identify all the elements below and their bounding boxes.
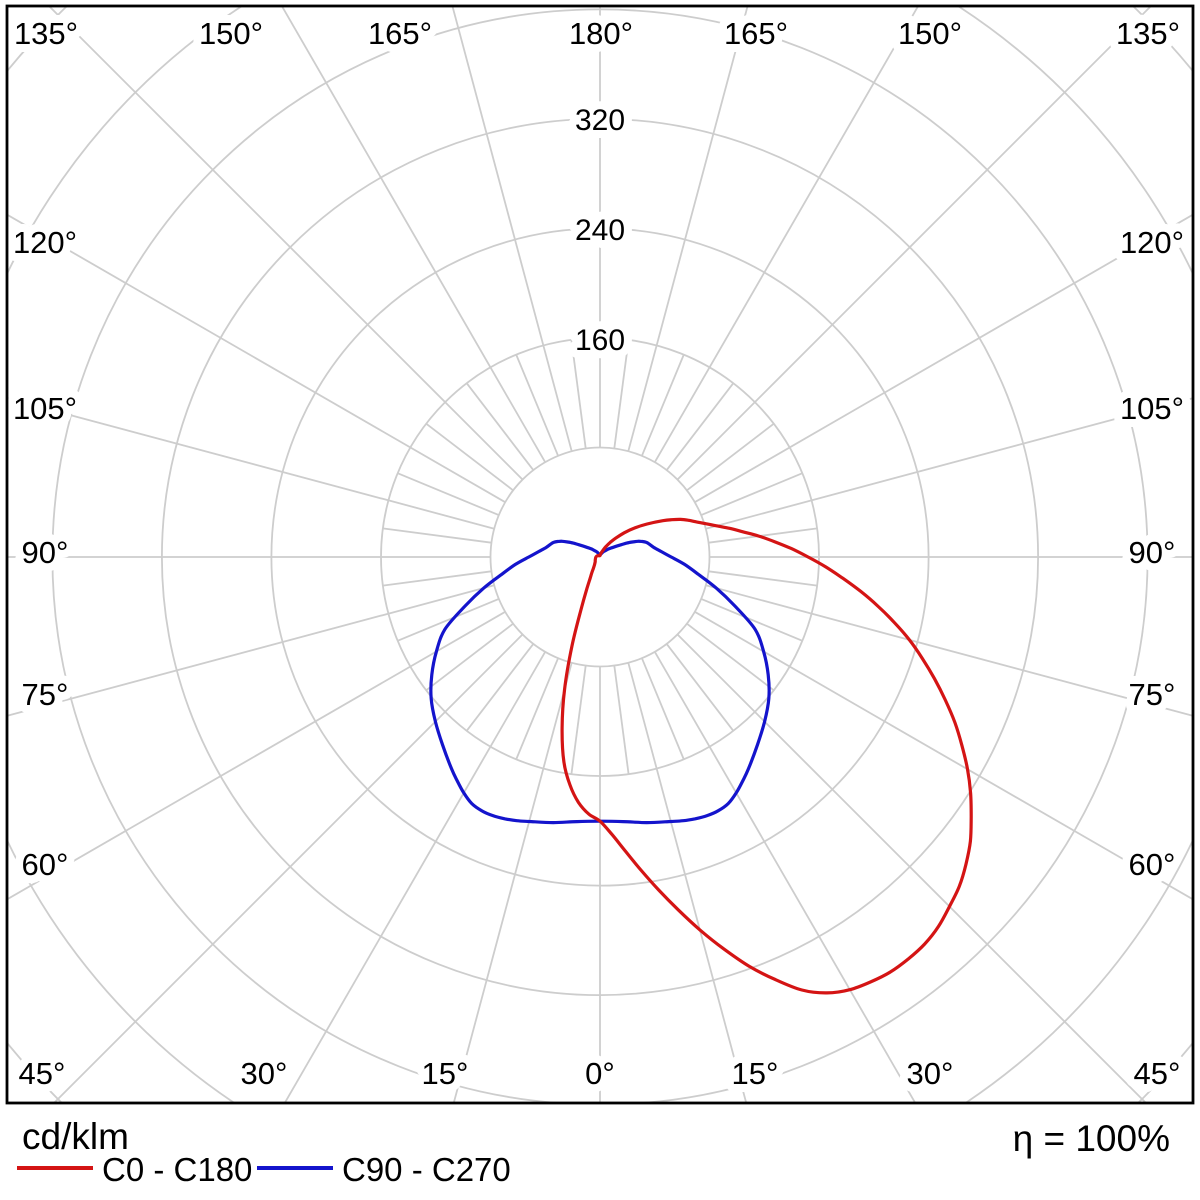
- grid-half-spoke: [465, 643, 535, 732]
- grid-half-spoke: [425, 422, 514, 492]
- angle-label: 165°: [724, 16, 788, 51]
- grid-spoke: [48, 7, 524, 481]
- angle-label: 30°: [241, 1056, 288, 1091]
- efficiency-label: η = 100%: [1013, 1118, 1170, 1159]
- angle-label: 105°: [1120, 391, 1184, 426]
- grid-spoke: [705, 397, 1192, 530]
- grid-half-spoke: [382, 527, 492, 544]
- angle-label: 120°: [13, 225, 77, 260]
- grid-half-spoke: [425, 622, 514, 692]
- grid-labels: 45° 30° 15° 0° 15° 30° 45° 135° 150° 165° 180° 165°…: [5, 8, 1192, 1099]
- unit-label: cd/klm: [22, 1116, 129, 1157]
- plot-border: [5, 4, 1195, 1105]
- angle-label: 135°: [1116, 16, 1180, 51]
- grid-spoke: [453, 662, 573, 1102]
- grid-half-spoke: [613, 665, 630, 775]
- angle-label: 60°: [1129, 847, 1176, 882]
- angle-label: 15°: [732, 1056, 779, 1091]
- angle-label: 150°: [898, 16, 962, 51]
- legend-label-c90-c270: C90 - C270: [342, 1151, 511, 1188]
- angle-label: 120°: [1120, 225, 1184, 260]
- grid-spoke: [654, 7, 919, 463]
- grid-half-spoke: [708, 527, 818, 544]
- grid-half-spoke: [397, 598, 500, 642]
- grid-spoke: [8, 611, 506, 900]
- grid-half-spoke: [665, 643, 735, 732]
- grid-half-spoke: [515, 354, 559, 457]
- angle-label: 30°: [907, 1056, 954, 1091]
- grid-half-spoke: [700, 598, 803, 642]
- angle-label: 90°: [1129, 535, 1176, 570]
- angle-label: 0°: [585, 1056, 615, 1091]
- grid-half-spoke: [708, 570, 818, 587]
- grid-half-spoke: [700, 472, 803, 516]
- angle-label: 45°: [1134, 1056, 1181, 1091]
- grid-spoke: [281, 7, 546, 463]
- grid-half-spoke: [686, 422, 775, 492]
- grid-spoke: [284, 651, 546, 1102]
- grid-spoke: [705, 584, 1192, 717]
- angle-label: 15°: [422, 1056, 469, 1091]
- angle-label: 75°: [22, 677, 69, 712]
- grid-half-spoke: [515, 657, 559, 760]
- ring-value-label: 320: [575, 104, 625, 137]
- grid-half-spoke: [686, 622, 775, 692]
- ring-value-label: 240: [575, 214, 625, 247]
- grid-spoke: [8, 214, 506, 503]
- angle-label: 165°: [368, 16, 432, 51]
- grid-half-spoke: [397, 472, 500, 516]
- curve-c0-c180: [560, 517, 973, 995]
- grid-half-spoke: [570, 665, 587, 775]
- grid-spoke: [8, 584, 495, 717]
- grid-half-spoke: [613, 339, 630, 449]
- grid-spoke: [676, 7, 1152, 481]
- angle-label: 75°: [1129, 677, 1176, 712]
- grid-half-spoke: [641, 657, 685, 760]
- grid-spoke: [654, 651, 916, 1102]
- grid-spoke: [8, 397, 495, 530]
- grid-half-spoke: [382, 570, 492, 587]
- grid-half-spoke: [641, 354, 685, 457]
- grid-spoke: [451, 7, 573, 452]
- angle-label: 150°: [199, 16, 263, 51]
- grid-half-spoke: [570, 339, 587, 449]
- angle-label: 105°: [13, 391, 77, 426]
- angle-label: 180°: [569, 16, 633, 51]
- angle-label: 90°: [22, 535, 69, 570]
- grid-spoke: [627, 662, 747, 1102]
- ring-value-label: 160: [575, 324, 625, 357]
- grid-spoke: [627, 7, 749, 452]
- grid-spoke: [53, 633, 524, 1102]
- angle-label: 45°: [19, 1056, 66, 1091]
- angle-label: 135°: [14, 16, 78, 51]
- grid-half-spoke: [465, 382, 535, 471]
- grid-spoke: [694, 214, 1192, 503]
- grid-spoke: [676, 633, 1147, 1102]
- grid-half-spoke: [665, 382, 735, 471]
- legend-label-c0-c180: C0 - C180: [102, 1151, 252, 1188]
- angle-label: 60°: [22, 847, 69, 882]
- grid-spoke: [694, 611, 1192, 900]
